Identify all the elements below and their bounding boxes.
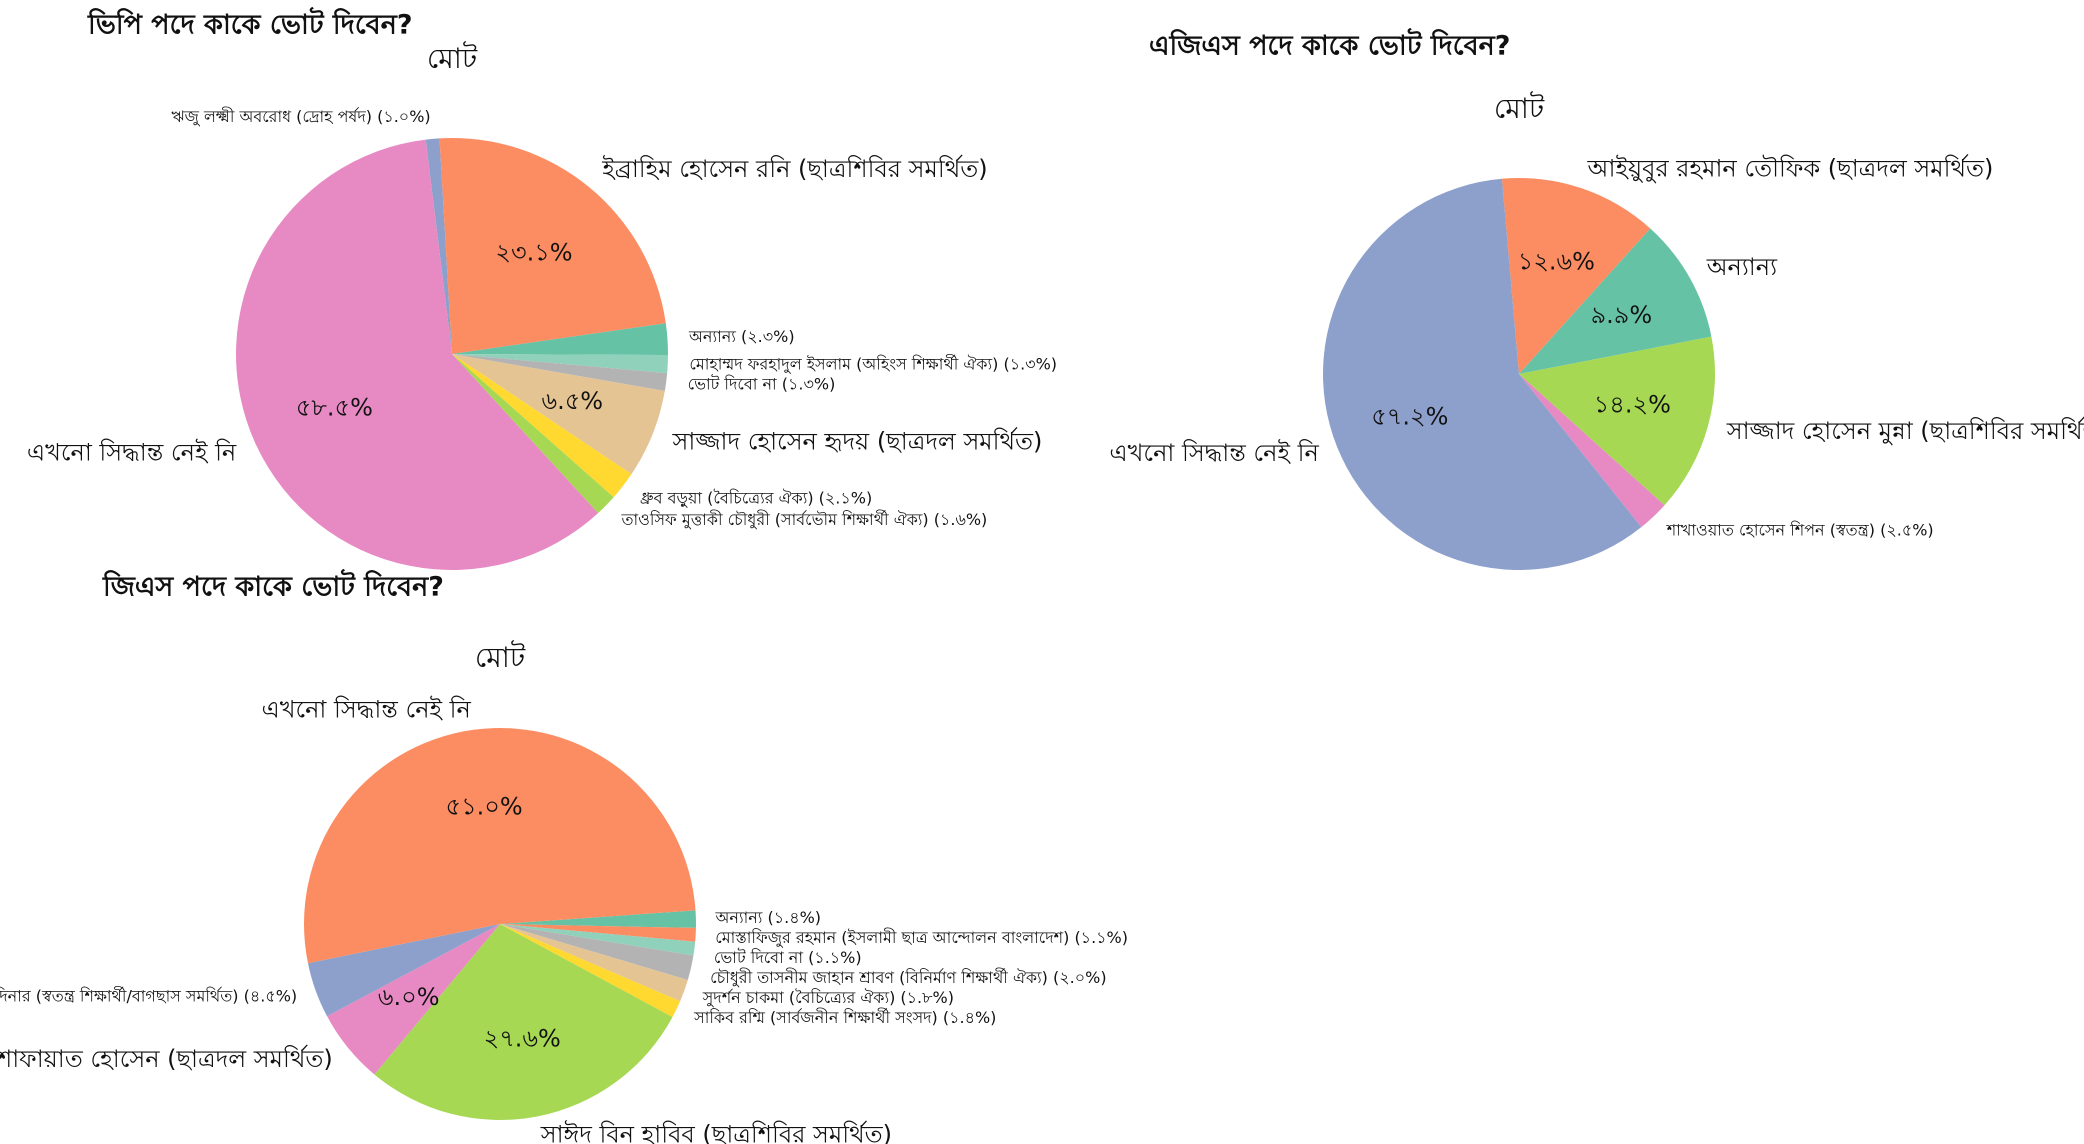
pie-slice <box>452 354 668 374</box>
pie-slice <box>439 138 666 354</box>
category-label: মোহাম্মদ ফরহাদুল ইসলাম (অহিংস শিক্ষার্থী… <box>689 355 1057 374</box>
pie-slice <box>425 138 452 354</box>
category-label: ভোট দিবো না (১.১%) <box>714 948 862 967</box>
value-label: ২৩.১% <box>495 239 572 267</box>
chart-subtitle: মোট <box>475 640 526 674</box>
pie-slice <box>452 354 665 475</box>
pie-slice <box>236 139 599 570</box>
value-label: ১২.৬% <box>1518 247 1595 275</box>
category-label: সুদর্শন চাকমা (বৈচিত্র্যের ঐক্য) (১.৮%) <box>702 988 954 1007</box>
category-label: রশিদ দিনার (স্বতন্ত্র শিক্ষার্থী/বাগছাস … <box>0 987 297 1006</box>
pie-slice <box>452 354 668 391</box>
category-label: তাওসিফ মুত্তাকী চৌধুরী (সার্বভৌম শিক্ষার… <box>620 510 987 529</box>
pie-slice <box>500 924 681 1018</box>
value-label: ৬.৫% <box>541 387 603 415</box>
value-label: ৬.০% <box>378 983 440 1011</box>
pie-slice <box>304 728 696 964</box>
category-label: অন্যান্য (১.৪%) <box>715 908 822 927</box>
category-label: সাজ্জাদ হোসেন হৃদয় (ছাত্রদল সমর্থিত) <box>672 426 1043 455</box>
pie-slice <box>500 924 688 1002</box>
category-label: মোস্তাফিজুর রহমান (ইসলামী ছাত্র আন্দোলন … <box>715 928 1128 948</box>
value-label: ৫৭.২% <box>1371 403 1448 431</box>
category-label: ইব্রাহিম হোসেন রনি (ছাত্রশিবির সমর্থিত) <box>601 154 987 183</box>
category-label: শাখাওয়াত হোসেন শিপন (স্বতন্ত্র) (২.৫%) <box>1666 520 1934 539</box>
pie-slice <box>1501 178 1651 374</box>
category-label: সাকিব রশ্মি (সার্বজনীন শিক্ষার্থী সংসদ) … <box>693 1008 996 1027</box>
pie-slice <box>500 910 696 928</box>
category-label: অন্যান্য <box>1706 253 1778 281</box>
pie-slice <box>1323 178 1642 570</box>
category-label: ধ্রুব বড়ুয়া (বৈচিত্র্যের ঐক্য) (২.১%) <box>640 489 872 508</box>
category-label: এখনো সিদ্ধান্ত নেই নি <box>1109 439 1319 467</box>
pie-slice <box>452 354 614 514</box>
chart-title: এজিএস পদে কাকে ভোট দিবেন? <box>1149 28 1510 62</box>
category-label: চৌধুরী তাসনীম জাহান শ্রাবণ (বিনির্মাণ শি… <box>710 968 1106 987</box>
category-label: ভোট দিবো না (১.৩%) <box>688 375 836 394</box>
pie-slice <box>374 924 673 1121</box>
pie-slice <box>1519 374 1665 528</box>
pie-slice <box>500 924 696 942</box>
category-label: সাজ্জাদ হোসেন মুন্না (ছাত্রশিবির সমর্থিত… <box>1726 416 2084 445</box>
category-label: এখনো সিদ্ধান্ত নেই নি <box>261 695 471 723</box>
category-label: শাফায়াত হোসেন (ছাত্রদল সমর্থিত) <box>0 1044 333 1073</box>
chart-subtitle: মোট <box>427 41 478 75</box>
value-label: ৫১.০% <box>446 792 523 820</box>
chart-title: জিএস পদে কাকে ভোট দিবেন? <box>102 569 444 603</box>
pie-slice <box>307 924 500 1017</box>
value-label: ২৭.৬% <box>484 1024 561 1052</box>
chart-subtitle: মোট <box>1494 91 1545 125</box>
category-label: এখনো সিদ্ধান্ত নেই নি <box>27 439 237 467</box>
pie-slice <box>1519 336 1716 506</box>
pie-slice <box>452 323 668 356</box>
value-label: ৫৮.৫% <box>296 393 373 421</box>
pie-slice <box>327 924 500 1075</box>
chart-title: ভিপি পদে কাকে ভোট দিবেন? <box>87 7 413 41</box>
category-label: ঋজু লক্ষ্মী অবরোধ (দ্রোহ পর্ষদ) (১.০%) <box>171 107 430 127</box>
category-label: আইয়ুবুর রহমান তৌফিক (ছাত্রদল সমর্থিত) <box>1587 154 1994 183</box>
pie-slice <box>452 354 632 498</box>
value-label: ৯.৯% <box>1591 301 1653 329</box>
value-label: ১৪.২% <box>1594 391 1671 419</box>
pie-slice <box>500 924 696 956</box>
pie-slice <box>500 924 694 980</box>
category-label: সাঈদ বিন হাবিব (ছাত্রশিবির সমর্থিত) <box>540 1120 892 1144</box>
pie-slice <box>1519 228 1712 374</box>
category-label: অন্যান্য (২.৩%) <box>688 327 795 346</box>
